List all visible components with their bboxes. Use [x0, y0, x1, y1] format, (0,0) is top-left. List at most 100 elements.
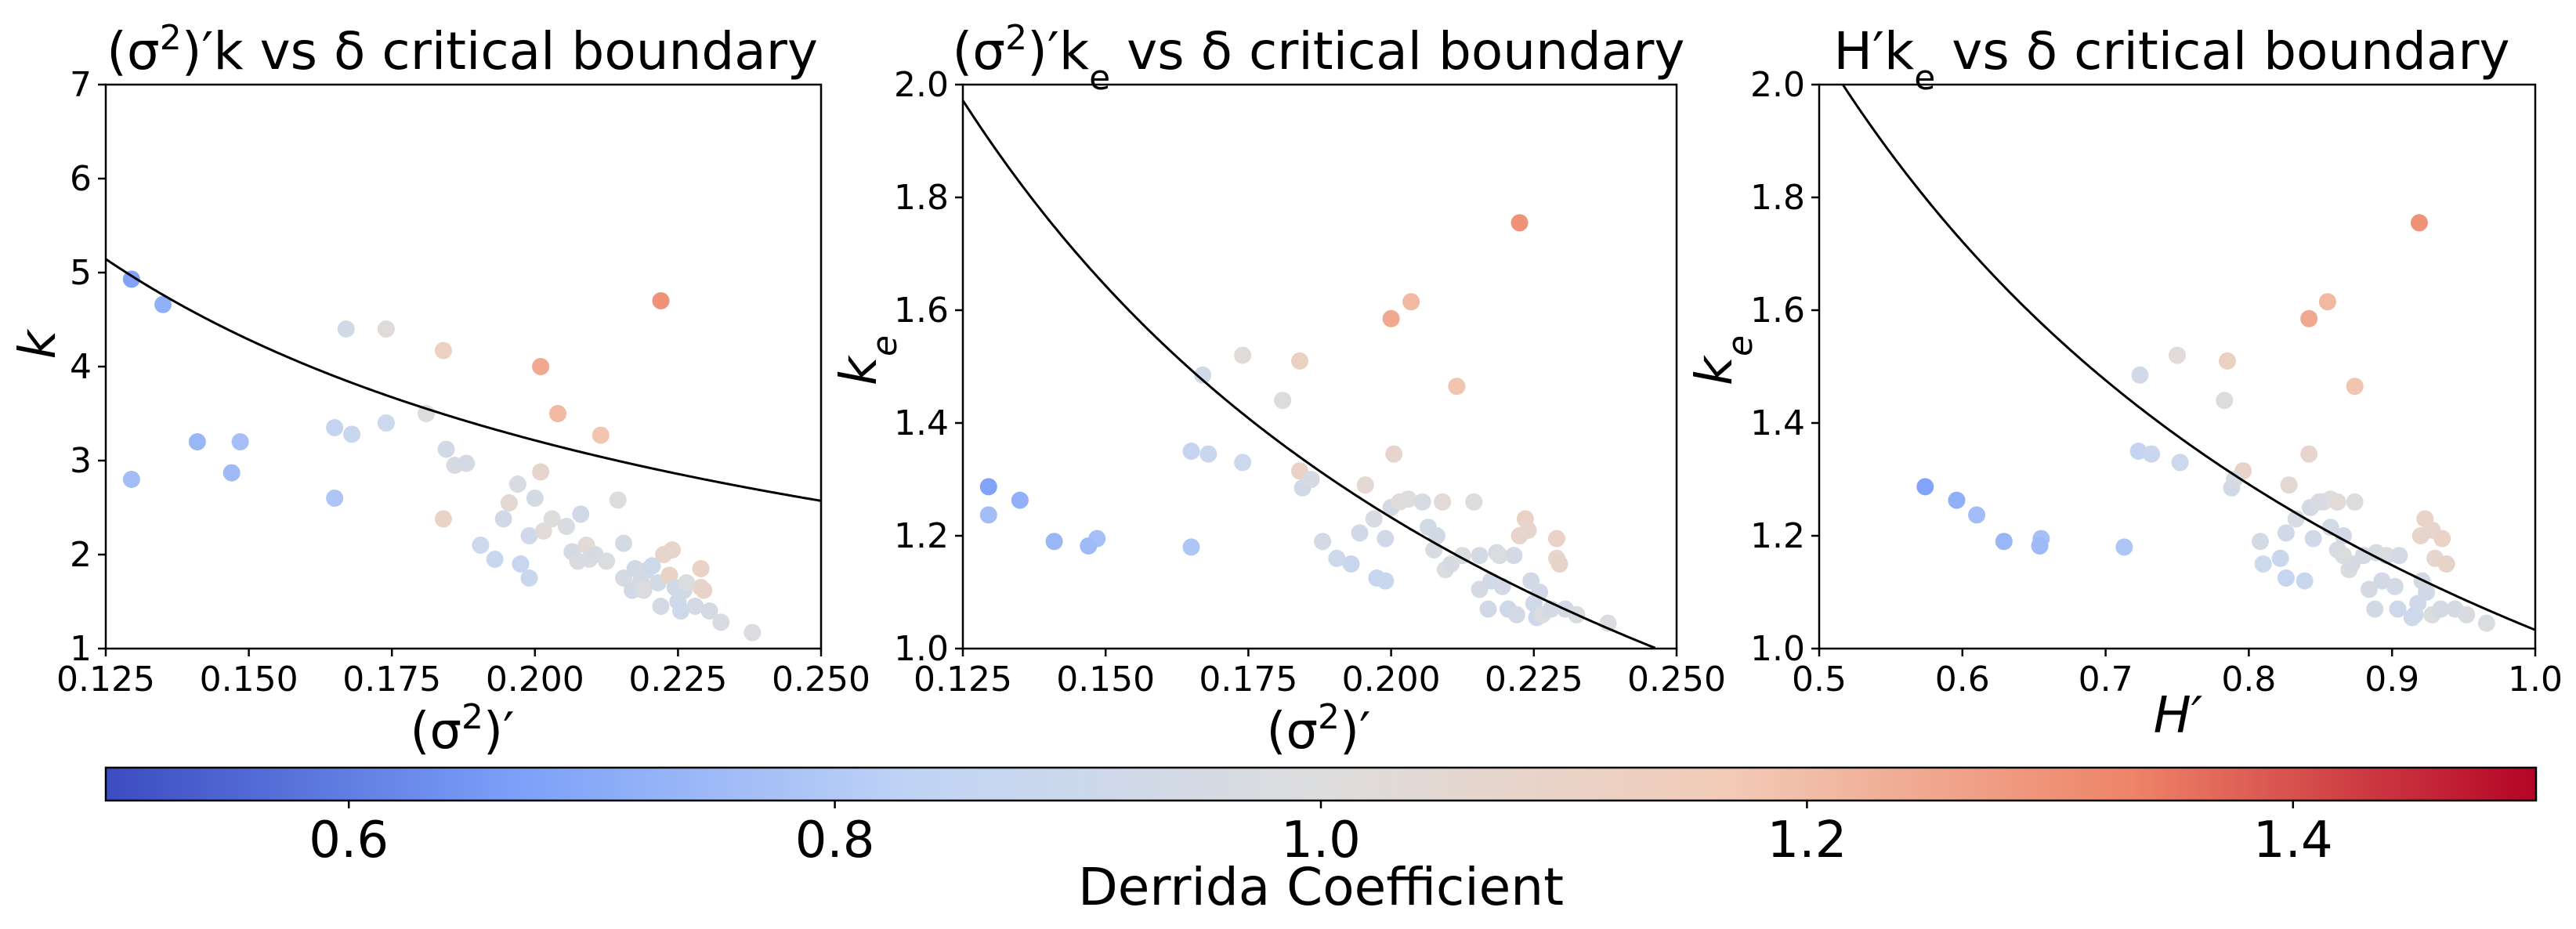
panel-ke-sigma-frame [961, 83, 1678, 650]
panel-k-x-ticks: 0.125 0.150 0.175 0.200 0.225 0.250 [56, 649, 870, 699]
data-point [1314, 533, 1332, 551]
data-point [1519, 521, 1537, 539]
data-point [122, 471, 140, 488]
data-point [2031, 537, 2049, 555]
x-tick-label: 0.200 [1342, 660, 1441, 699]
data-point [2129, 443, 2147, 460]
data-point [695, 581, 713, 599]
data-point [692, 560, 710, 577]
data-point [2115, 538, 2133, 556]
data-point [2296, 572, 2314, 590]
data-point [1342, 555, 1360, 573]
data-point [2335, 527, 2353, 544]
y-tick-label: 2 [70, 535, 92, 575]
y-tick-label: 1.0 [1750, 629, 1805, 669]
panel-ke-h-plot-area [1818, 83, 2537, 650]
data-point [549, 405, 567, 422]
data-point [458, 454, 476, 472]
data-point [2346, 493, 2364, 511]
x-tick-label: 0.150 [1056, 660, 1155, 699]
panel-ke-h-y-label: ke [1686, 335, 1760, 385]
x-tick-label: 0.6 [1935, 660, 1990, 699]
data-point [2171, 454, 2189, 472]
data-point [1505, 547, 1523, 565]
colorbar-tick-label: 0.8 [795, 812, 875, 869]
data-point [543, 510, 561, 528]
data-point [188, 433, 206, 450]
panel-ke-h-x-label: H′ [2154, 687, 2203, 745]
data-point [434, 342, 452, 360]
data-point [2218, 352, 2236, 370]
data-point [2169, 346, 2186, 364]
data-point [1550, 555, 1568, 573]
data-point [326, 490, 344, 507]
data-point [472, 537, 490, 554]
data-point [1434, 493, 1452, 511]
data-point [520, 569, 538, 587]
data-point [2477, 614, 2495, 632]
colorbar-label: Derrida Coefficient [1078, 857, 1564, 917]
panel-k-title: (σ2)′k vs δ critical boundary [107, 18, 818, 82]
data-point [664, 541, 682, 558]
data-point [1365, 510, 1383, 528]
panel-ke-h-frame [1818, 83, 2537, 650]
x-tick-label: 0.7 [2079, 660, 2133, 699]
data-point [2373, 572, 2391, 590]
colorbar-tick-label: 1.2 [1767, 812, 1847, 869]
data-point [2318, 293, 2336, 311]
x-tick-label: 0.175 [342, 660, 441, 699]
data-point [615, 569, 633, 587]
data-point [1948, 491, 1966, 509]
data-point [2432, 600, 2450, 618]
x-tick-label: 0.225 [1485, 660, 1583, 699]
data-point [2403, 609, 2421, 627]
data-point [437, 440, 455, 458]
panel-ke-h-x-ticks: 0.5 0.6 0.7 0.8 0.9 1.0 [1792, 649, 2563, 699]
data-point [2335, 547, 2353, 565]
x-tick-label: 0.8 [2221, 660, 2276, 699]
data-point [572, 505, 590, 523]
data-point [512, 555, 530, 573]
data-point [1377, 572, 1395, 590]
data-point [643, 557, 661, 575]
data-point [652, 292, 670, 309]
data-point [2354, 547, 2372, 565]
data-point [2143, 445, 2161, 463]
data-point [1916, 478, 1934, 496]
data-point [532, 463, 550, 481]
data-point [700, 602, 718, 620]
data-point [1302, 471, 1320, 488]
y-tick-label: 2.0 [1750, 65, 1805, 105]
data-point [1448, 378, 1466, 396]
data-point [635, 581, 653, 599]
panel-k-points [122, 270, 762, 642]
panel-ke-sigma-boundary-curve [961, 99, 1656, 649]
data-point [1199, 445, 1217, 463]
data-point [652, 598, 670, 615]
y-tick-label: 1.0 [894, 629, 949, 669]
panel-ke-h-points [1916, 214, 2495, 632]
data-point [615, 534, 633, 552]
panel-ke-sigma-plot-area [961, 83, 1678, 650]
data-point [343, 425, 361, 443]
data-point [1995, 533, 2013, 551]
colorbar-tick-label: 0.6 [309, 812, 389, 869]
data-point [743, 624, 762, 642]
data-point [2310, 493, 2328, 511]
data-point [1385, 445, 1403, 463]
data-point [2346, 378, 2364, 396]
data-point [494, 510, 512, 528]
panel-ke-h: H′ke vs δ critical boundary 0.5 0.6 0.7 0.8… [1686, 21, 2563, 745]
x-tick-label: 0.5 [1792, 660, 1847, 699]
data-point [1547, 530, 1565, 548]
data-point [1182, 443, 1200, 460]
data-point [377, 414, 395, 432]
x-tick-label: 0.125 [914, 660, 1012, 699]
data-point [2458, 605, 2476, 624]
data-point [2226, 471, 2244, 488]
y-tick-label: 3 [70, 441, 92, 481]
panel-ke-sigma-x-ticks: 0.125 0.150 0.175 0.200 0.225 0.250 [914, 649, 1726, 699]
data-point [534, 522, 552, 540]
panel-ke-sigma-y-label: ke [830, 335, 905, 385]
data-point [1274, 392, 1292, 410]
